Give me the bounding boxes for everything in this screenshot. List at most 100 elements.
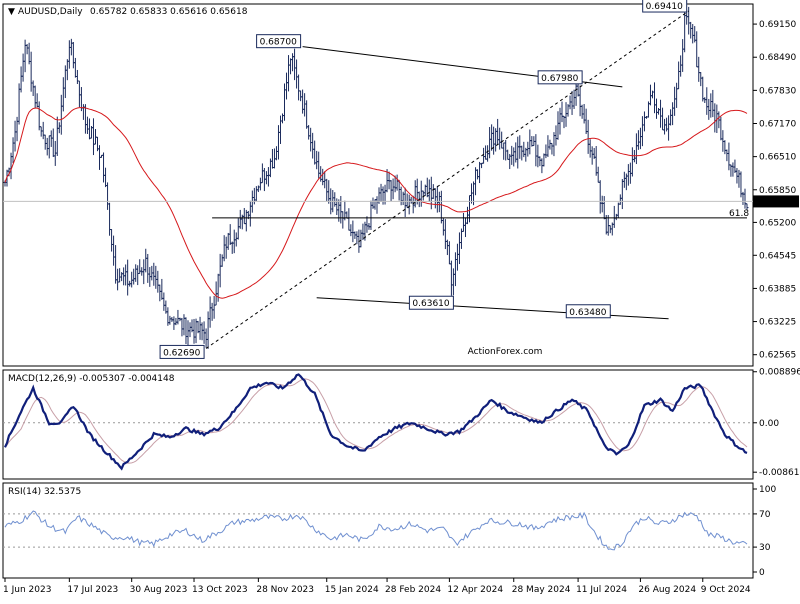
ohlc-bar [106,182,110,210]
ohlc-bar [47,135,51,159]
ohlc-bar [285,72,289,100]
ohlc-bar [673,86,677,116]
ohlc-bar [707,98,711,120]
ohlc-bar [287,55,291,92]
ohlc-bar [564,102,568,127]
ohlc-bar [309,127,313,152]
ohlc-bar [602,196,606,220]
ohlc-bar [638,127,642,150]
rsi-y-tick-label: 70 [759,510,771,520]
ohlc-bar [626,164,630,186]
ohlc-bar [200,322,204,341]
ohlc-bar [124,264,128,286]
ohlc-bar [359,229,363,248]
x-tick-label: 11 Jul 2024 [576,585,627,595]
ohlc-bar [548,139,552,150]
ohlc-bar [659,99,663,128]
ohlc-bar [212,295,216,319]
ohlc-bar [558,107,562,135]
ohlc-bar [578,85,582,117]
ohlc-bar [373,199,377,210]
ohlc-bar [504,139,508,161]
header-dropdown-icon: ▼ [8,7,15,17]
ohlc-bar [445,239,449,256]
ohlc-bar [264,171,268,185]
pivot-box [159,344,205,359]
ohlc-bar [657,108,661,115]
ohlc-bar [689,21,693,39]
ohlc-bar [663,118,667,135]
ohlc-bar [461,212,465,232]
ohlc-bar [142,259,146,285]
rsi-title: RSI(14) 32.5375 [8,487,81,497]
ohlc-bar [69,38,73,56]
ohlc-bar [570,90,574,115]
ohlc-bar [162,292,166,311]
ohlc-bar [43,134,47,150]
ohlc-bar [158,284,162,302]
macd-signal-line [4,378,748,464]
ohlc-bar [19,66,23,93]
ohlc-bar [172,316,176,330]
ohlc-bar [156,270,160,293]
watermark-text: ActionForex.com [468,347,543,357]
ohlc-bar [194,318,198,344]
ohlc-bar [313,140,317,165]
ohlc-bar [713,103,717,133]
ohlc-bar [41,121,45,140]
ohlc-bar [488,127,492,159]
ohlc-bar [276,125,280,160]
ohlc-bar [636,130,640,150]
ohlc-bar [73,57,77,78]
ohlc-bar [176,309,180,325]
ohlc-bar [81,104,85,120]
ohlc-bar [270,149,274,169]
ohlc-bar [530,136,534,147]
ohlc-bar [727,142,731,171]
ohlc-bar [184,317,188,345]
ohlc-bar [594,146,598,176]
ohlc-bar [735,168,739,184]
ohlc-bar [409,196,413,204]
macd-y-tick-label: -0.008612 [759,468,800,478]
price-y-tick-label: 0.62565 [759,351,796,361]
ohlc-bar [596,166,600,183]
ohlc-bar [653,82,657,114]
ohlc-bar [254,186,258,202]
ohlc-bar [681,39,685,72]
ohlc-bar [671,102,675,126]
ohlc-bar [220,254,224,267]
ohlc-bar [355,231,359,245]
x-tick-label: 12 Apr 2024 [447,585,503,595]
ohlc-bar [588,139,592,158]
ohlc-bar [240,214,244,230]
rsi-y-tick-label: 30 [759,543,771,553]
ohlc-bar [661,107,665,131]
ohlc-bar [598,180,602,214]
ohlc-bar [427,179,431,202]
macd-y-tick-label: 0.00 [759,419,779,429]
ohlc-bar [453,252,457,287]
current-price-box [753,195,799,208]
ohlc-bar [303,93,307,117]
price-y-tick-label: 0.65850 [759,186,796,196]
ohlc-bar [590,146,594,165]
ohlc-bar [677,61,681,90]
ohlc-bar [102,152,106,183]
ohlc-bar [293,48,297,81]
ohlc-bar [572,89,576,109]
ohlc-bar [405,193,409,209]
pivot-label: 0.69410 [646,2,683,12]
ohlc-bar [154,265,158,289]
ohlc-bar [675,82,679,108]
ohlc-bar [37,101,41,131]
macd-y-tick-label: 0.008896 [759,368,800,378]
x-tick-label: 17 Jul 2023 [67,585,118,595]
ohlc-bar [532,136,536,147]
pivot-box [256,34,302,49]
ohlc-bar [556,111,560,140]
ohlc-bar [365,216,369,233]
panel-frame-price [2,3,754,367]
ohlc-bar [198,316,202,340]
ohlc-bar [104,167,108,188]
